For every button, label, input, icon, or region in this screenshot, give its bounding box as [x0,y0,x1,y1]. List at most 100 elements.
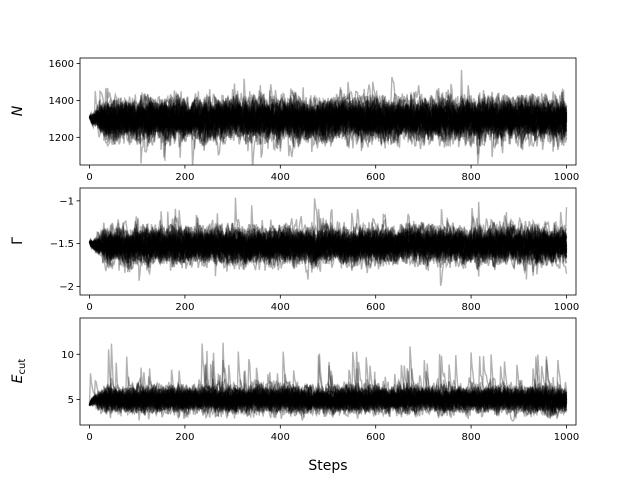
walker-trace [89,90,568,146]
walker-trace [89,223,568,270]
walker-trace [89,220,567,276]
walker-trace [88,364,568,418]
y-axis-label-ecut: Ecut [10,359,28,384]
walker-trace [89,218,568,270]
walker-trace [89,78,568,148]
x-tick-label: 0 [86,172,92,183]
walker-trace [88,205,568,277]
x-tick-label: 200 [175,302,194,313]
walker-trace [89,85,567,165]
walker-trace [89,69,568,152]
walker-trace [88,354,568,416]
walker-trace [89,212,568,271]
walker-trace [88,354,568,416]
walker-trace [89,83,568,165]
x-tick-label: 800 [462,432,481,443]
y-label-main-n: N [10,105,26,116]
x-tick-label: 600 [366,432,385,443]
walker-trace [88,359,568,420]
walker-trace [89,85,568,146]
walker-trace [89,222,568,269]
x-tick-label: 1000 [554,432,579,443]
x-tick-label: 600 [366,302,385,313]
walker-trace [88,351,568,419]
y-tick-label: 1400 [49,96,74,107]
y-tick-label: −1.5 [50,239,74,250]
walker-trace [88,76,568,164]
x-tick-label: 0 [86,432,92,443]
walker-trace [88,384,568,420]
walker-trace [89,89,568,153]
y-axis-label-gamma: Γ [10,237,26,245]
y-ticks-gamma: −2 −1.5 −1 [50,196,80,293]
walker-trace [88,207,568,276]
walker-trace [88,93,568,146]
walker-trace [89,198,568,271]
walker-trace [89,361,568,419]
walker-trace [88,365,567,416]
walker-trace [88,222,568,273]
walker-trace [88,376,568,413]
walker-trace [88,360,568,419]
walker-trace [89,383,568,416]
axes-frame-n [79,57,577,166]
walker-trace [89,216,568,273]
walker-trace [89,381,568,418]
traces-ecut [88,342,568,422]
x-axis-label: Steps [308,458,347,474]
walker-trace [89,94,568,151]
walker-trace [88,381,568,418]
walker-trace [88,91,568,158]
x-tick-label: 200 [175,172,194,183]
walker-trace [88,94,568,158]
y-tick-label: 1200 [49,133,74,144]
walker-trace [88,209,568,270]
walker-trace [89,92,568,144]
walker-trace [88,89,568,147]
y-tick-label: 10 [61,350,74,361]
walker-trace [89,224,568,271]
y-tick-label: −1 [59,196,74,207]
walker-trace [88,352,567,417]
walker-trace [88,368,567,420]
walker-trace [89,93,568,147]
walker-trace [88,212,568,269]
panel-ecut: 0 200 400 600 800 1000 5 10 Ecut [10,317,579,443]
walker-trace [88,342,568,418]
panel-gamma: 0 200 400 600 800 1000 −2 −1.5 −1 Γ [10,187,579,313]
walker-trace [88,89,568,144]
walker-trace [88,375,568,419]
walker-trace [88,368,568,421]
walker-trace [89,220,567,271]
walker-trace [88,378,568,419]
walker-trace [89,219,567,272]
walker-trace [88,357,568,419]
walker-trace [88,351,567,419]
walker-trace [89,216,568,270]
walker-trace [88,355,568,418]
walker-trace [88,89,568,144]
walker-trace [88,381,568,418]
walker-trace [88,93,568,148]
walker-trace [89,94,568,161]
walker-trace [88,217,568,280]
walker-trace [88,197,567,274]
y-ticks-n: 1200 1400 1600 [49,59,80,144]
walker-trace [88,222,568,275]
walker-trace [89,89,568,158]
walker-trace [88,222,568,272]
walker-trace [88,94,568,148]
walker-trace [88,208,568,275]
x-tick-label: 0 [86,302,92,313]
walker-trace [88,368,568,418]
walker-trace [88,349,568,418]
walker-trace [88,92,568,165]
walker-trace [88,83,568,149]
walker-trace [88,358,568,418]
walker-trace [88,364,568,422]
walker-trace [89,222,568,270]
walker-trace [88,373,568,420]
walker-trace [88,343,568,415]
walker-trace [89,93,568,149]
